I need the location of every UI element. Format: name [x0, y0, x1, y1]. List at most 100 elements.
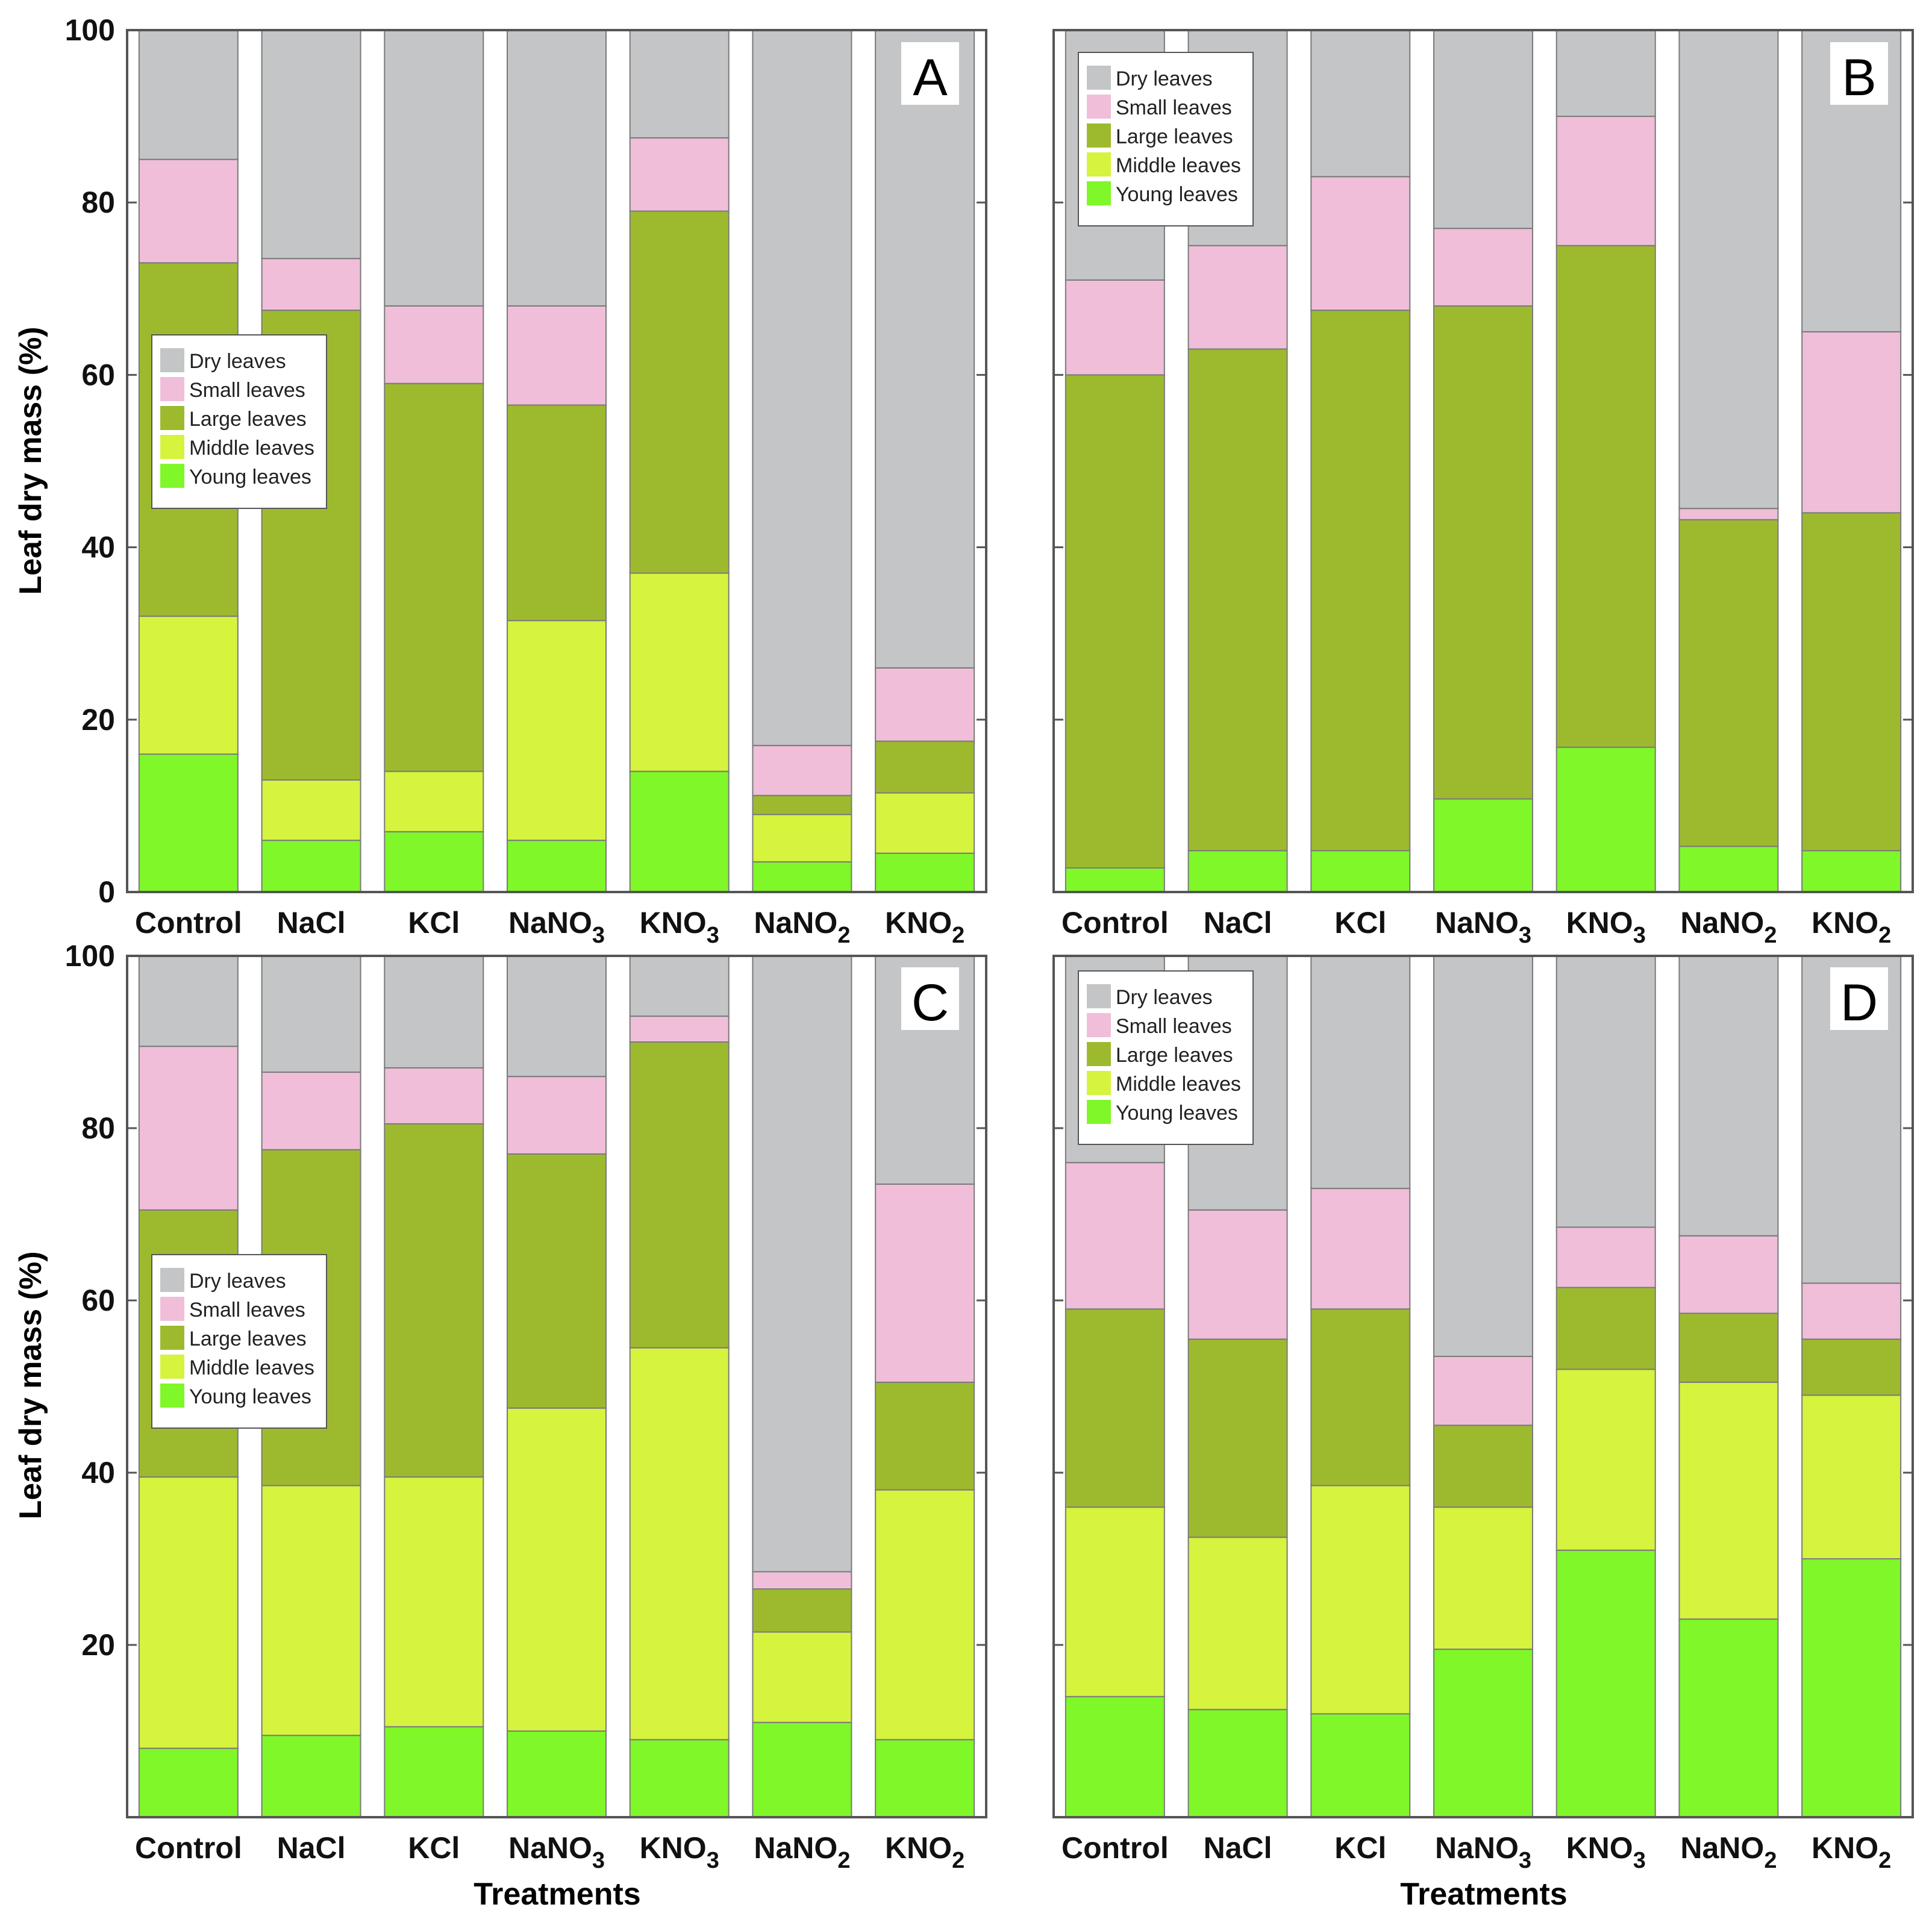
panel-a-bar-nacl-dry	[261, 30, 361, 260]
panel-c-bar-kcl-middle	[384, 1476, 484, 1727]
panel-d-bar-kcl-middle	[1310, 1485, 1411, 1715]
panel-a-xtick-label: KCl	[408, 906, 460, 940]
panel-c-xtick-label: NaNO2	[754, 1831, 850, 1873]
panel-c-legend: Dry leaves Small leaves Large leaves Middle…	[151, 1254, 327, 1429]
panel-c-bar-nacl-young	[261, 1735, 361, 1818]
panel-d-legend-label-young: Young leaves	[1116, 1102, 1238, 1125]
panel-c-xtick-label: NaCl	[277, 1831, 346, 1865]
panel-c-bar-kno3-small	[629, 1016, 730, 1043]
panel-c-bar-nano2-large	[752, 1588, 852, 1633]
panel-c-legend-label-dry: Dry leaves	[189, 1270, 286, 1293]
panel-b-legend: Dry leaves Small leaves Large leaves Middle…	[1078, 52, 1254, 226]
panel-b-legend-swatch-large	[1087, 123, 1111, 148]
panel-a-bar-kno2-dry	[875, 30, 975, 669]
panel-c-legend-swatch-dry	[160, 1268, 184, 1292]
panel-b-bar-nano3-small	[1433, 228, 1533, 307]
panel-d-legend-label-small: Small leaves	[1116, 1015, 1232, 1038]
panel-d-xtick-label: KCl	[1334, 1831, 1386, 1865]
panel-d-xtick-label: KNO2	[1812, 1831, 1891, 1873]
panel-a-frame	[126, 29, 987, 893]
panel-d-xtick-label: NaNO2	[1680, 1831, 1777, 1873]
panel-a-bar-kno2-large	[875, 740, 975, 794]
panel-b-xtick-label: KNO2	[1812, 906, 1891, 948]
panel-b-legend-label-middle: Middle leaves	[1116, 154, 1241, 177]
panel-a: A Leaf dry mass (%) 0 20 40 60 80 100 Control N…	[13, 13, 987, 948]
panel-a-bar-nano2-small	[752, 744, 852, 796]
panel-a-bar-kno3-young	[629, 770, 730, 893]
panel-a-bar-kno3-middle	[629, 572, 730, 772]
panel-d-xtick-label: KNO3	[1566, 1831, 1646, 1873]
panel-d-bar-nacl-small	[1187, 1209, 1288, 1340]
panel-b-bar-nano2-large	[1678, 519, 1779, 847]
panel-a-ytick-label: 80	[81, 186, 115, 219]
panel-a-legend-swatch-dry	[160, 348, 184, 372]
panel-c-bar-nacl-middle	[261, 1485, 361, 1736]
panel-a-ytick-label: 60	[81, 358, 115, 392]
panel-d-bar-nacl-middle	[1187, 1537, 1288, 1711]
panel-a-bar-nano3-young	[507, 840, 607, 893]
panel-b-bar-kcl-small	[1310, 176, 1411, 311]
panel-c-bar-kno3-dry	[629, 955, 730, 1017]
panel-c-bar-kno3-young	[629, 1739, 730, 1818]
panel-d-legend-swatch-middle	[1087, 1071, 1111, 1095]
panel-c-xtick-label: KNO2	[885, 1831, 964, 1873]
panel-a-label: A	[913, 49, 948, 107]
panel-a-bar-nano3-middle	[507, 620, 607, 841]
panel-a-legend-swatch-middle	[160, 435, 184, 459]
panel-b-legend-swatch-middle	[1087, 152, 1111, 176]
panel-d-bar-kno2-young	[1801, 1558, 1902, 1818]
panel-b-bar-kno2-small	[1801, 331, 1902, 514]
panel-d-legend-swatch-large	[1087, 1042, 1111, 1066]
panel-c-bar-kcl-large	[384, 1123, 484, 1478]
panel-a-bar-kcl-middle	[384, 770, 484, 832]
panel-a-bar-nacl-young	[261, 840, 361, 893]
panel-d-bar-kcl-small	[1310, 1188, 1411, 1310]
panel-a-xtick-label: NaCl	[277, 906, 346, 940]
panel-a-bar-kno3-small	[629, 137, 730, 212]
panel-d-frame	[1052, 955, 1914, 1818]
panel-d-bar-nano2-small	[1678, 1235, 1779, 1314]
panel-a-xtick-label: NaNO2	[754, 906, 850, 948]
panel-c-bar-nano3-young	[507, 1730, 607, 1818]
panel-b: B Control NaCl KCl NaNO3 KNO3 NaNO2 KNO2 Dry le…	[1052, 29, 1914, 948]
panel-d-label-bg	[1830, 967, 1888, 1030]
panel-b-bar-nano3-young	[1433, 798, 1533, 893]
panel-b-bar-kcl-large	[1310, 310, 1411, 852]
panel-a-ytick-label: 40	[81, 531, 115, 564]
panel-d-bar-nano2-dry	[1678, 955, 1779, 1237]
panel-a-legend: Dry leaves Small leaves Large leaves Middle…	[151, 334, 327, 509]
panel-b-bar-kno2-young	[1801, 850, 1902, 893]
panel-c: C Leaf dry mass (%) Treatments 20 40 60 80 1…	[13, 939, 987, 1912]
panel-d-bar-control-large	[1064, 1308, 1165, 1508]
panel-d-bar-nacl-large	[1187, 1338, 1288, 1538]
panel-d-bar-kno2-large	[1801, 1338, 1902, 1396]
panel-c-bar-nano2-middle	[752, 1631, 852, 1723]
panel-d-bar-kno3-young	[1555, 1549, 1656, 1818]
panel-d-xtick-label: NaCl	[1204, 1831, 1272, 1865]
panel-c-legend-label-small: Small leaves	[189, 1299, 305, 1321]
panel-d-bar-kno3-middle	[1555, 1368, 1656, 1551]
panel-a-legend-swatch-large	[160, 406, 184, 430]
panel-d-bar-control-middle	[1064, 1506, 1165, 1697]
panel-d-x-axis-label: Treatments	[1400, 1877, 1567, 1912]
panel-c-bar-nano3-small	[507, 1076, 607, 1155]
panel-b-xtick-label: NaNO2	[1680, 906, 1777, 948]
panel-a-ytick-label: 100	[65, 13, 115, 47]
panel-b-bar-kcl-young	[1310, 850, 1411, 893]
panel-c-plot-area	[126, 955, 987, 1818]
panel-b-bar-nano2-small	[1678, 508, 1779, 520]
panel-d-bar-nacl-young	[1187, 1709, 1288, 1818]
panel-c-label: C	[911, 974, 949, 1032]
panel-c-y-axis-label: Leaf dry mass (%)	[13, 1251, 48, 1519]
panel-c-bar-kno3-middle	[629, 1347, 730, 1741]
panel-b-bar-kno3-young	[1555, 746, 1656, 893]
panel-c-bar-nacl-small	[261, 1072, 361, 1150]
panel-c-legend-swatch-large	[160, 1326, 184, 1350]
panel-c-bar-nano2-young	[752, 1721, 852, 1818]
panel-c-legend-swatch-young	[160, 1384, 184, 1408]
panel-b-bar-nano3-large	[1433, 305, 1533, 800]
panel-a-legend-label-small: Small leaves	[189, 379, 305, 402]
panel-c-x-axis-label: Treatments	[474, 1877, 640, 1912]
panel-c-bar-nano2-dry	[752, 955, 852, 1573]
panel-d-bar-kno3-large	[1555, 1287, 1656, 1370]
